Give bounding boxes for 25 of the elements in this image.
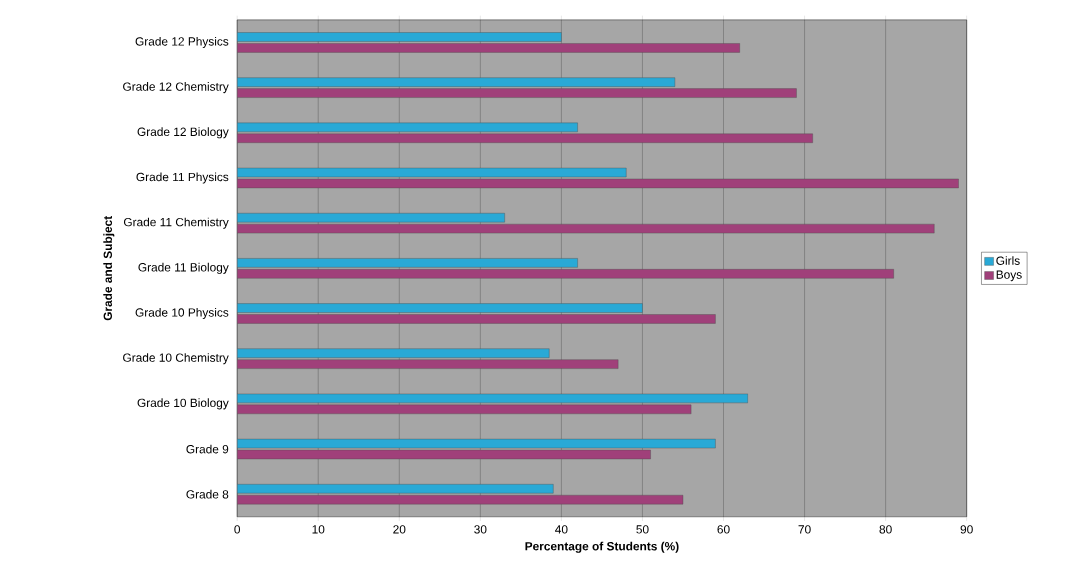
- x-tick-label: 20: [393, 524, 406, 534]
- x-tick-label: 10: [312, 524, 325, 534]
- legend-label: Girls: [996, 255, 1020, 265]
- y-axis-title: Grade and Subject: [103, 215, 115, 321]
- x-tick-label: 0: [234, 524, 241, 534]
- y-tick-label: Grade 11 Physics: [136, 172, 229, 184]
- y-tick-label: Grade 10 Physics: [135, 307, 229, 319]
- x-tick-label: 60: [717, 524, 730, 534]
- y-tick-label: Grade 10 Chemistry: [123, 352, 229, 365]
- x-tick-label: 80: [879, 524, 892, 534]
- y-tick-label: Grade 12 Chemistry: [123, 81, 229, 93]
- x-tick-label: 40: [555, 524, 568, 534]
- x-axis-title: Percentage of Students (%): [525, 541, 679, 553]
- y-tick-label: Grade 9: [186, 444, 229, 454]
- x-tick-label: 50: [636, 524, 649, 534]
- y-tick-label: Grade 12 Physics: [135, 36, 229, 48]
- y-tick-label: Grade 8: [186, 489, 229, 499]
- y-tick-label: Grade 12 Biology: [137, 127, 229, 139]
- y-tick-label: Grade 10 Biology: [137, 398, 229, 410]
- y-tick-label: Grade 11 Chemistry: [123, 217, 229, 229]
- legend-label: Boys: [996, 270, 1022, 281]
- x-tick-label: 90: [960, 524, 973, 534]
- x-tick-label: 70: [798, 524, 811, 534]
- y-tick-label: Grade 11 Biology: [138, 262, 229, 274]
- x-tick-label: 30: [474, 524, 487, 534]
